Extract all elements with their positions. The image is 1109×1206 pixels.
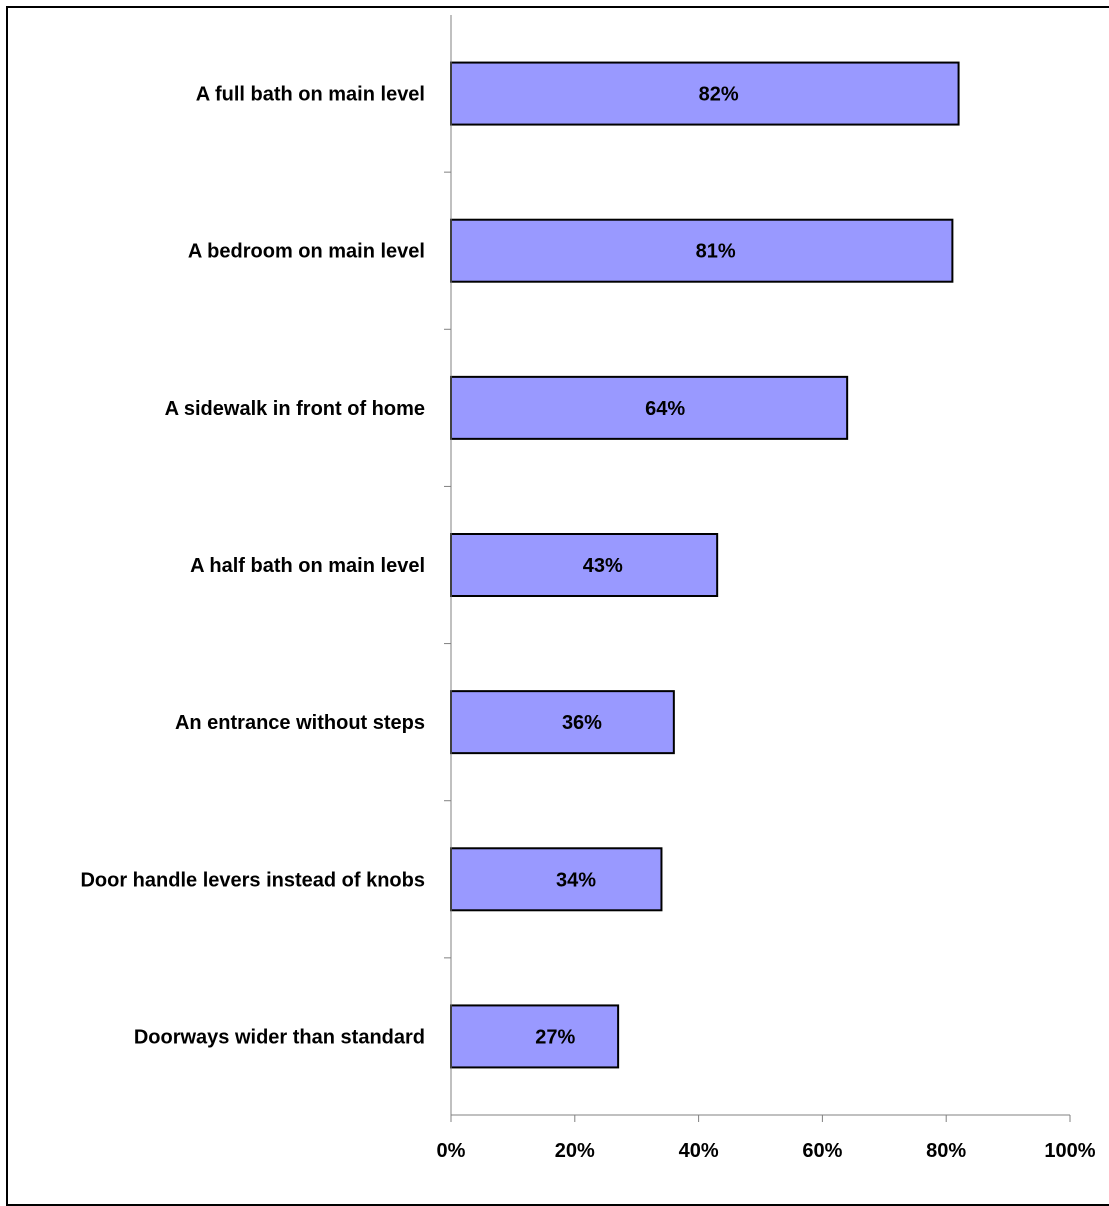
labels-layer: 0% 20% 40% 60% 80% 100% 82% A full bath on main… <box>80 84 1095 1162</box>
x-tick-label: 20% <box>555 1140 595 1162</box>
x-tick-label: 60% <box>802 1140 842 1162</box>
category-label: A half bath on main level <box>190 555 425 577</box>
category-label: Door handle levers instead of knobs <box>80 869 425 891</box>
x-tick-label: 0% <box>437 1140 466 1162</box>
bar <box>450 533 719 597</box>
bar-value-label: 43% <box>583 555 623 577</box>
bars-layer <box>450 61 960 1069</box>
x-tick-label: 100% <box>1044 1140 1095 1162</box>
axis-layer <box>444 15 1071 1122</box>
category-label: A bedroom on main level <box>188 241 425 263</box>
bar-value-label: 64% <box>645 398 685 420</box>
bar <box>450 218 954 283</box>
bar <box>450 61 960 126</box>
bar <box>450 847 663 912</box>
x-tick-label: 80% <box>926 1140 966 1162</box>
bar-value-label: 36% <box>562 712 602 734</box>
category-label: A full bath on main level <box>196 84 425 106</box>
category-label: A sidewalk in front of home <box>165 398 425 420</box>
bar-value-label: 82% <box>699 84 739 106</box>
x-tick-label: 40% <box>679 1140 719 1162</box>
category-label: Doorways wider than standard <box>134 1026 425 1048</box>
bar-value-label: 27% <box>535 1026 575 1048</box>
bar-value-label: 81% <box>696 241 736 263</box>
bar <box>450 375 849 440</box>
bar-value-label: 34% <box>556 869 596 891</box>
category-label: An entrance without steps <box>175 712 425 734</box>
